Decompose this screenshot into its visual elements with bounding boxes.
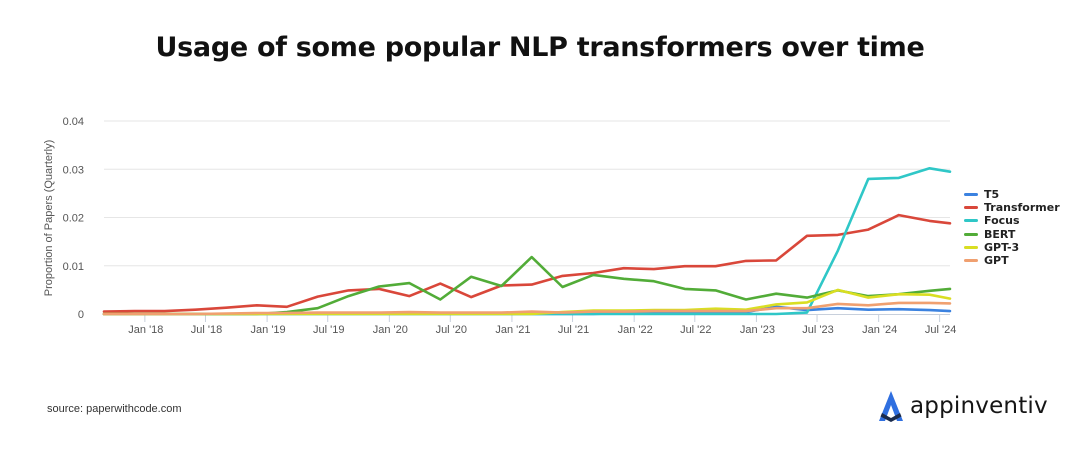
x-tick-label: Jul '20 <box>436 324 467 336</box>
legend-label: T5 <box>984 188 1000 202</box>
x-tick-label: Jan '24 <box>862 324 897 336</box>
y-tick-label: 0.03 <box>63 164 84 176</box>
logo-text: appinventiv <box>910 393 1048 419</box>
series-line-focus <box>102 167 952 316</box>
legend-swatch <box>964 193 978 197</box>
x-tick-label: Jan '22 <box>618 324 653 336</box>
y-tick-label: 0.01 <box>63 261 84 273</box>
legend-item[interactable]: T5 <box>964 188 1060 201</box>
source-note: source: paperwithcode.com <box>47 403 182 415</box>
legend-label: GPT <box>984 254 1009 268</box>
x-tick-label: Jul '23 <box>802 324 833 336</box>
tick-labels: 0 0.01 0.02 0.03 0.04 Jan '18 Jul '18 Jan '19 Ju… <box>63 116 957 336</box>
legend-label: Focus <box>984 214 1020 228</box>
x-tick-label: Jul '18 <box>191 324 222 336</box>
appinventiv-logo-icon <box>879 391 903 422</box>
chart-legend: T5 Transformer Focus BERT GPT-3 GPT <box>964 188 1060 267</box>
legend-item[interactable]: Focus <box>964 214 1060 227</box>
series-lines <box>102 167 952 316</box>
x-tick-label: Jul '21 <box>558 324 589 336</box>
x-tick-label: Jan '21 <box>495 324 530 336</box>
x-tick-label: Jan '23 <box>740 324 775 336</box>
legend-swatch <box>964 206 978 210</box>
x-tick-label: Jul '22 <box>680 324 711 336</box>
legend-item[interactable]: BERT <box>964 228 1060 241</box>
legend-label: Transformer <box>984 201 1060 215</box>
y-axis-label: Proportion of Papers (Quarterly) <box>43 140 55 297</box>
chart-title: Usage of some popular NLP transformers o… <box>155 32 925 63</box>
legend-label: BERT <box>984 227 1016 241</box>
legend-swatch <box>964 219 978 223</box>
legend-swatch <box>964 259 978 263</box>
grid-lines <box>104 120 950 267</box>
y-tick-label: 0.04 <box>63 116 84 128</box>
legend-label: GPT-3 <box>984 240 1020 254</box>
x-tick-label: Jan '18 <box>128 324 163 336</box>
legend-item[interactable]: GPT-3 <box>964 241 1060 254</box>
y-tick-label: 0.02 <box>63 213 84 225</box>
brand-logo: appinventiv <box>878 389 1048 423</box>
legend-swatch <box>964 232 978 236</box>
legend-swatch <box>964 245 978 249</box>
legend-item[interactable]: GPT <box>964 254 1060 267</box>
y-tick-label: 0 <box>78 309 84 321</box>
x-tick-label: Jan '19 <box>251 324 286 336</box>
x-tick-label: Jul '19 <box>313 324 344 336</box>
x-tick-label: Jul '24 <box>925 324 956 336</box>
x-tick-label: Jan '20 <box>373 324 408 336</box>
series-line-gpt <box>102 301 952 316</box>
legend-item[interactable]: Transformer <box>964 201 1060 214</box>
series-line-transformer <box>102 213 952 313</box>
